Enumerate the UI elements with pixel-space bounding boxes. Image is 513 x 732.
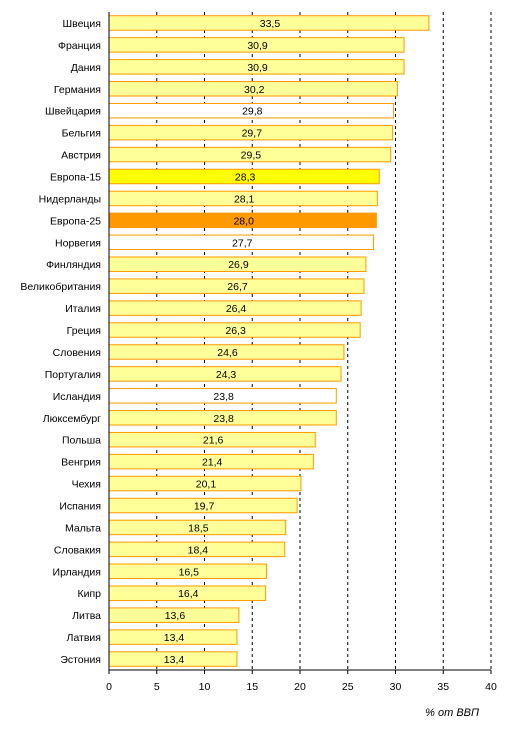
- category-label-24: Мальта: [65, 522, 101, 534]
- category-label-13: Великобритания: [20, 281, 101, 293]
- category-label-8: Европа-15: [50, 172, 101, 184]
- category-label-11: Норвегия: [55, 237, 101, 249]
- value-label-29: 13,4: [164, 632, 185, 644]
- value-label-18: 23,8: [213, 391, 234, 403]
- value-label-28: 13,6: [165, 610, 186, 622]
- x-tick-label-0: 0: [106, 681, 112, 693]
- value-label-13: 26,7: [227, 281, 248, 293]
- x-tick-label-20: 20: [294, 681, 306, 693]
- value-label-15: 26,3: [225, 325, 246, 337]
- value-label-23: 19,7: [194, 501, 215, 513]
- x-tick-label-35: 35: [437, 681, 449, 693]
- value-label-25: 18,4: [188, 544, 209, 556]
- category-label-28: Литва: [72, 610, 101, 622]
- value-label-24: 18,5: [188, 522, 209, 534]
- category-label-3: Дания: [71, 62, 101, 74]
- grid-lines: [156, 12, 492, 670]
- value-label-16: 24,6: [217, 347, 238, 359]
- x-tick-label-10: 10: [199, 681, 211, 693]
- category-label-22: Чехия: [72, 479, 101, 491]
- category-label-4: Германия: [54, 84, 101, 96]
- category-label-5: Швейцария: [45, 106, 101, 118]
- value-label-1: 33,5: [260, 18, 281, 30]
- category-label-21: Венгрия: [61, 457, 101, 469]
- value-label-12: 26,9: [228, 259, 249, 271]
- category-label-19: Люксембург: [43, 413, 101, 425]
- value-label-5: 29,8: [242, 106, 263, 118]
- value-label-7: 29,5: [241, 150, 262, 162]
- category-label-23: Испания: [59, 501, 101, 513]
- value-label-3: 30,9: [247, 62, 268, 74]
- x-tick-label-30: 30: [390, 681, 402, 693]
- value-label-30: 13,4: [164, 654, 185, 666]
- category-label-20: Польша: [62, 435, 101, 447]
- x-tick-label-15: 15: [246, 681, 258, 693]
- x-axis-label: % от ВВП: [425, 707, 479, 719]
- value-label-9: 28,1: [234, 193, 255, 205]
- category-label-12: Финляндия: [46, 259, 101, 271]
- category-label-27: Кипр: [77, 588, 101, 600]
- category-label-7: Австрия: [61, 150, 101, 162]
- value-label-17: 24,3: [216, 369, 237, 381]
- category-label-2: Франция: [58, 40, 101, 52]
- category-label-10: Европа-25: [50, 215, 101, 227]
- category-label-9: Нидерланды: [39, 193, 101, 205]
- value-label-21: 21,4: [202, 457, 223, 469]
- value-label-8: 28,3: [235, 172, 256, 184]
- x-tick-label-5: 5: [154, 681, 160, 693]
- category-label-18: Исландия: [53, 391, 101, 403]
- value-label-4: 30,2: [244, 84, 265, 96]
- value-label-27: 16,4: [178, 588, 199, 600]
- category-label-16: Словения: [53, 347, 101, 359]
- value-label-2: 30,9: [247, 40, 268, 52]
- category-label-17: Португалия: [45, 369, 101, 381]
- category-label-14: Италия: [65, 303, 101, 315]
- category-label-26: Ирландия: [53, 566, 101, 578]
- category-label-1: Швеция: [63, 18, 102, 30]
- category-label-6: Бельгия: [62, 128, 101, 140]
- value-label-6: 29,7: [242, 128, 263, 140]
- x-axis: 0 5 10 15 20 25 30 35 40: [106, 12, 497, 693]
- category-label-29: Латвия: [67, 632, 101, 644]
- value-label-14: 26,4: [226, 303, 247, 315]
- category-label-30: Эстония: [60, 654, 101, 666]
- value-label-20: 21,6: [203, 435, 224, 447]
- category-label-15: Греция: [67, 325, 101, 337]
- value-label-10: 28,0: [233, 215, 254, 227]
- value-label-26: 16,5: [179, 566, 200, 578]
- value-label-19: 23,8: [213, 413, 234, 425]
- value-label-11: 27,7: [232, 237, 253, 249]
- x-tick-label-40: 40: [485, 681, 497, 693]
- category-label-25: Словакия: [54, 544, 101, 556]
- x-tick-label-25: 25: [342, 681, 354, 693]
- value-label-22: 20,1: [196, 479, 217, 491]
